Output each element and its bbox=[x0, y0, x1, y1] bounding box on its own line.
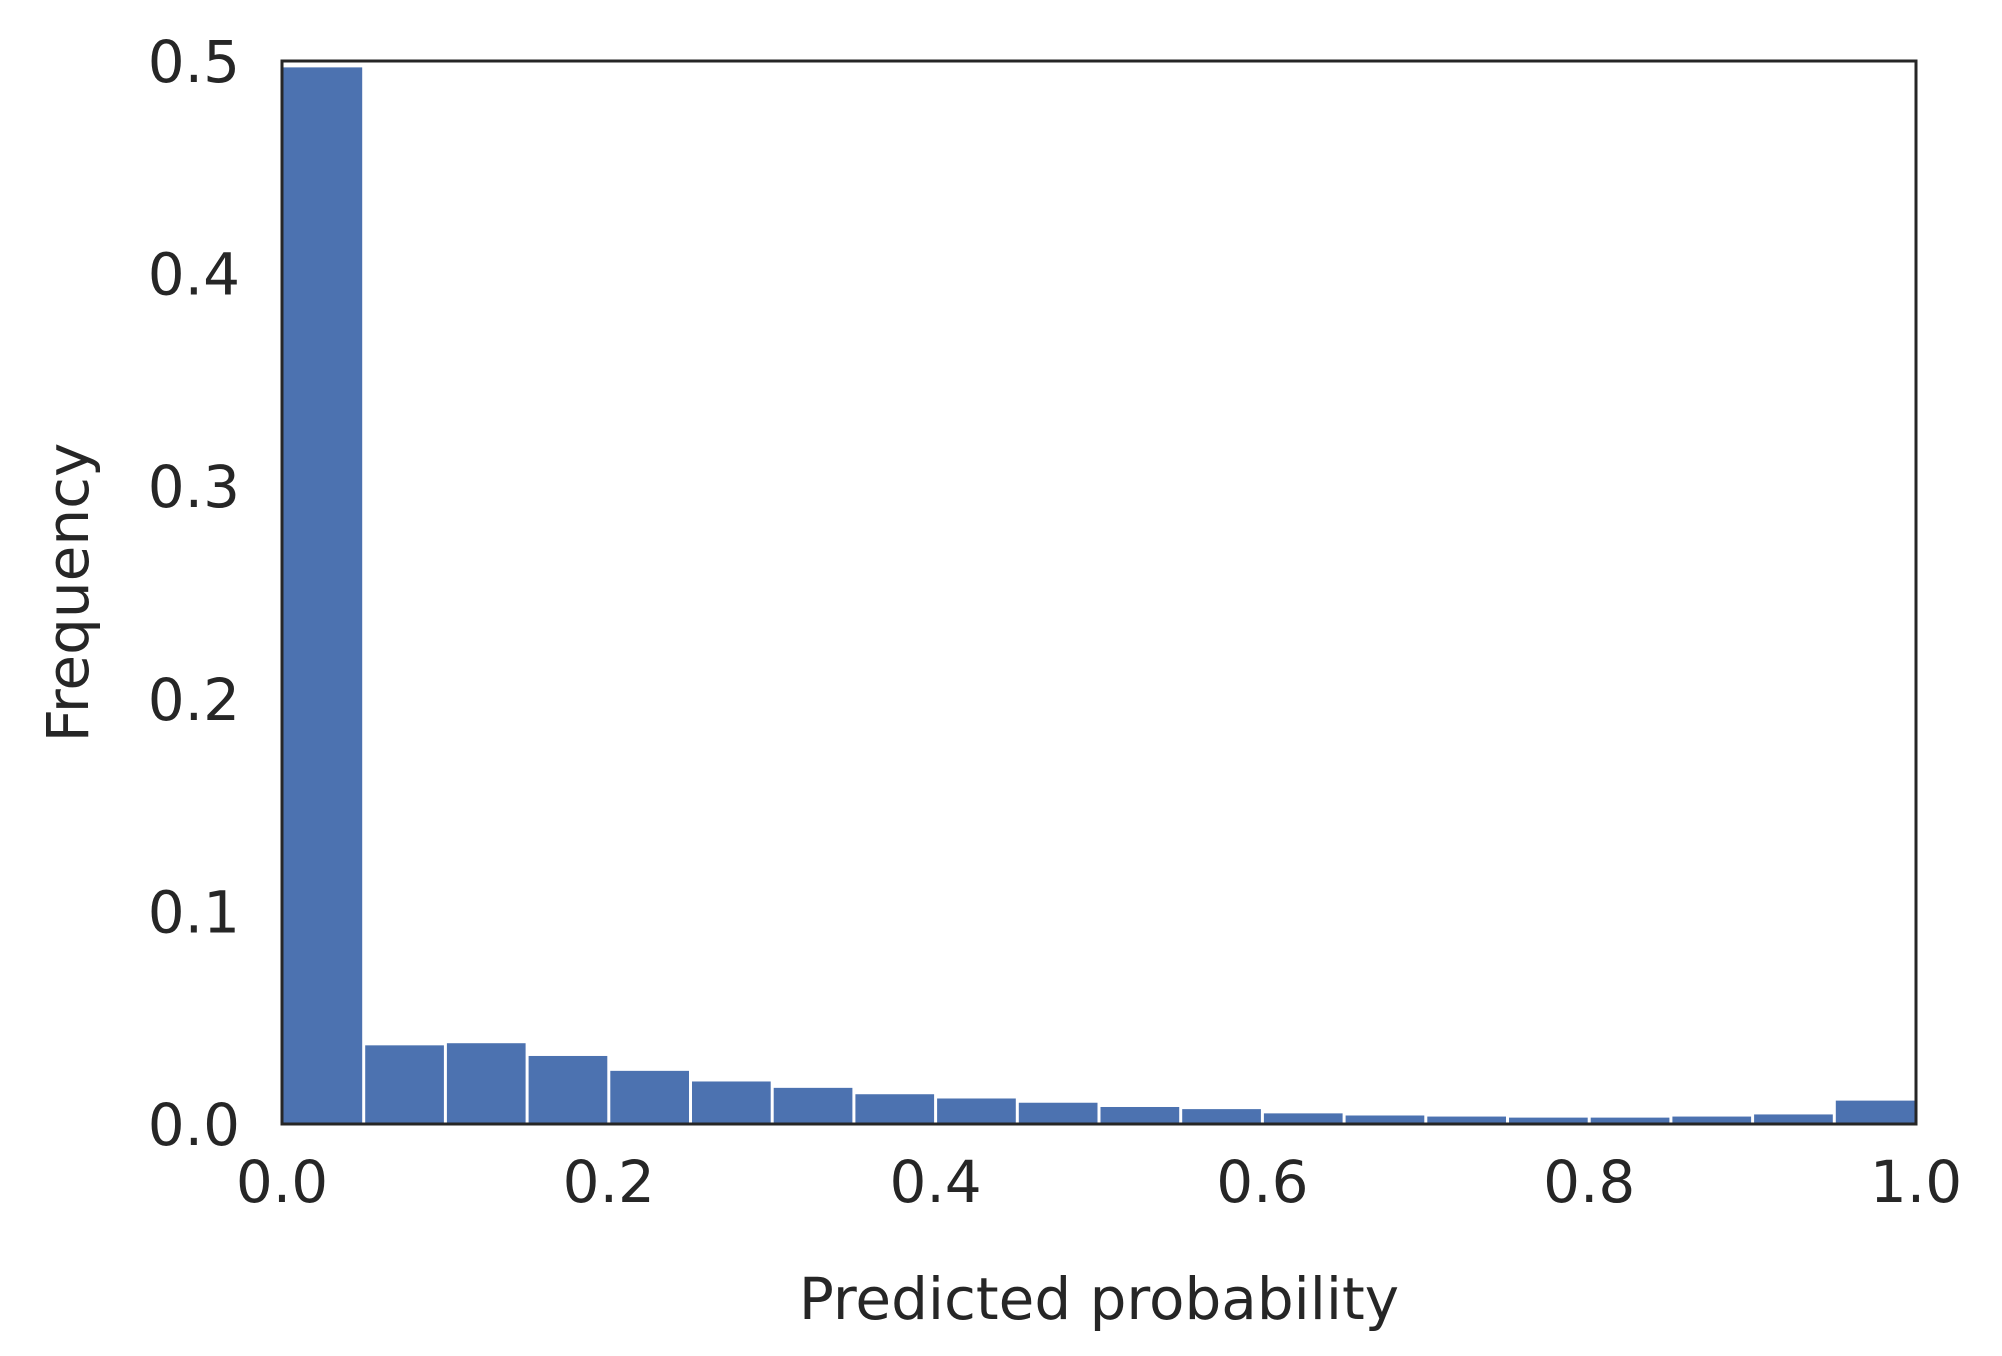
histogram-bar bbox=[1345, 1115, 1425, 1124]
y-tick-label: 0.3 bbox=[148, 453, 240, 521]
histogram-bar bbox=[773, 1087, 853, 1124]
y-tick-label: 0.5 bbox=[148, 28, 240, 96]
histogram-bar bbox=[1427, 1116, 1506, 1124]
histogram-bar bbox=[1182, 1109, 1261, 1124]
x-axis-label: Predicted probability bbox=[799, 1265, 1399, 1333]
y-tick-label: 0.1 bbox=[148, 878, 240, 946]
histogram-bar bbox=[855, 1094, 935, 1124]
y-axis-label: Frequency bbox=[34, 443, 102, 743]
histogram-bar bbox=[1754, 1114, 1833, 1124]
x-tick-label: 0.0 bbox=[236, 1148, 328, 1216]
x-tick-label: 0.8 bbox=[1543, 1148, 1635, 1216]
histogram-bar bbox=[1263, 1113, 1343, 1124]
histogram-bar bbox=[446, 1043, 526, 1124]
histogram-bar bbox=[937, 1098, 1016, 1124]
bars-group bbox=[283, 67, 1915, 1124]
histogram-bar bbox=[1100, 1106, 1180, 1124]
histogram-bar bbox=[692, 1081, 771, 1124]
histogram-bar bbox=[1590, 1117, 1670, 1124]
histogram-bar bbox=[1018, 1102, 1098, 1124]
histogram-bar bbox=[1509, 1117, 1588, 1124]
x-tick-label: 1.0 bbox=[1870, 1148, 1962, 1216]
y-axis-ticks: 0.0 0.1 0.2 0.3 0.4 0.5 bbox=[148, 28, 240, 1159]
histogram-bar bbox=[283, 67, 363, 1124]
y-tick-label: 0.4 bbox=[148, 241, 240, 309]
y-tick-label: 0.0 bbox=[148, 1091, 240, 1159]
plot-frame bbox=[280, 59, 1918, 1126]
x-tick-label: 0.4 bbox=[889, 1148, 981, 1216]
histogram-bar bbox=[610, 1070, 689, 1124]
y-tick-label: 0.2 bbox=[148, 666, 240, 734]
x-tick-label: 0.6 bbox=[1216, 1148, 1308, 1216]
histogram-bar bbox=[1835, 1100, 1915, 1124]
x-axis-ticks: 0.0 0.2 0.4 0.6 0.8 1.0 bbox=[236, 1148, 1962, 1216]
histogram-bar bbox=[1672, 1116, 1752, 1124]
histogram-bar bbox=[528, 1055, 608, 1124]
x-tick-label: 0.2 bbox=[563, 1148, 655, 1216]
histogram-bar bbox=[365, 1045, 444, 1124]
